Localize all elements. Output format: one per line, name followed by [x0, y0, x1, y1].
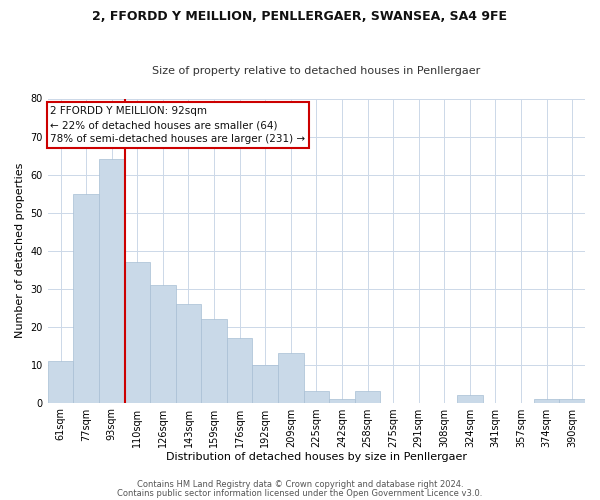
- Bar: [48, 361, 73, 403]
- Bar: [457, 395, 482, 402]
- Bar: [559, 399, 585, 402]
- Bar: [355, 391, 380, 402]
- Bar: [99, 160, 125, 402]
- Bar: [176, 304, 201, 402]
- Title: Size of property relative to detached houses in Penllergaer: Size of property relative to detached ho…: [152, 66, 481, 76]
- Bar: [304, 391, 329, 402]
- Text: Contains HM Land Registry data © Crown copyright and database right 2024.: Contains HM Land Registry data © Crown c…: [137, 480, 463, 489]
- Text: Contains public sector information licensed under the Open Government Licence v3: Contains public sector information licen…: [118, 488, 482, 498]
- Bar: [227, 338, 253, 402]
- Bar: [150, 285, 176, 403]
- Bar: [201, 319, 227, 402]
- Bar: [329, 399, 355, 402]
- Y-axis label: Number of detached properties: Number of detached properties: [15, 163, 25, 338]
- Text: 2, FFORDD Y MEILLION, PENLLERGAER, SWANSEA, SA4 9FE: 2, FFORDD Y MEILLION, PENLLERGAER, SWANS…: [92, 10, 508, 23]
- X-axis label: Distribution of detached houses by size in Penllergaer: Distribution of detached houses by size …: [166, 452, 467, 462]
- Bar: [534, 399, 559, 402]
- Text: 2 FFORDD Y MEILLION: 92sqm
← 22% of detached houses are smaller (64)
78% of semi: 2 FFORDD Y MEILLION: 92sqm ← 22% of deta…: [50, 106, 305, 144]
- Bar: [253, 364, 278, 403]
- Bar: [278, 353, 304, 403]
- Bar: [73, 194, 99, 402]
- Bar: [125, 262, 150, 402]
